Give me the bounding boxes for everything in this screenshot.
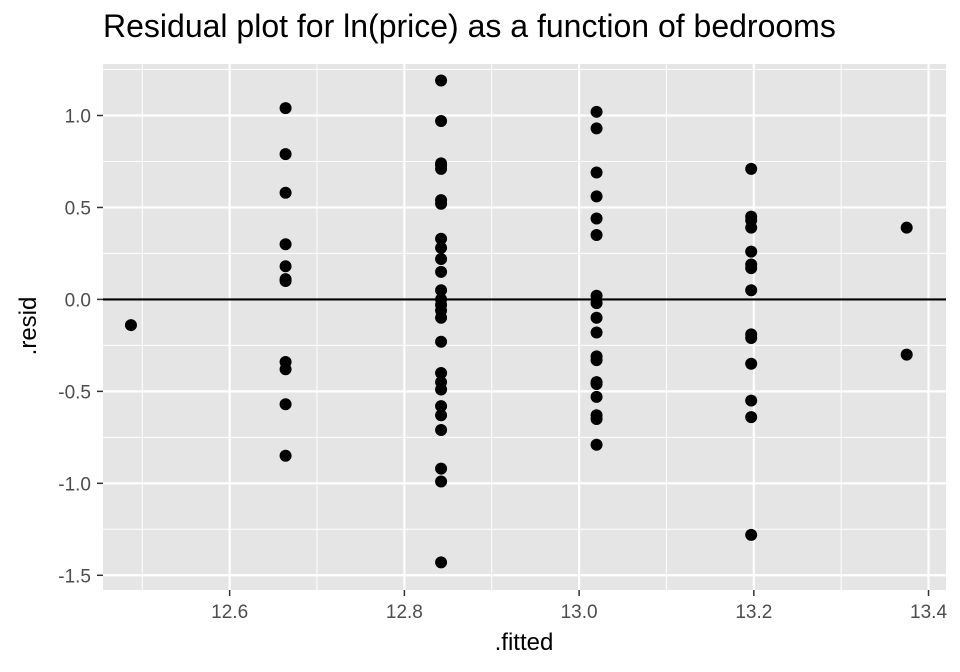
data-point <box>435 366 448 379</box>
data-point <box>590 390 603 403</box>
data-point <box>279 186 292 199</box>
data-point <box>435 556 448 569</box>
data-point <box>590 354 603 367</box>
chart-title: Residual plot for ln(price) as a functio… <box>103 8 836 44</box>
x-axis-title: .fitted <box>495 629 554 656</box>
data-point <box>435 115 448 128</box>
data-point <box>435 284 448 297</box>
y-tick-label: 0.5 <box>65 198 91 219</box>
data-point <box>590 326 603 339</box>
minor-gridlines <box>103 64 946 590</box>
data-point <box>590 297 603 310</box>
data-point <box>745 411 758 424</box>
data-point <box>435 409 448 422</box>
data-points <box>124 74 913 569</box>
y-tick-label: -1.0 <box>58 474 91 495</box>
data-point <box>745 245 758 258</box>
data-point <box>279 398 292 411</box>
data-point <box>590 311 603 324</box>
x-tick-label: 12.8 <box>386 602 423 623</box>
y-tick-label: 0.0 <box>65 290 91 311</box>
data-point <box>279 238 292 251</box>
data-point <box>435 400 448 413</box>
data-point <box>435 162 448 175</box>
y-tick-label: -0.5 <box>58 382 91 403</box>
data-point <box>279 449 292 462</box>
data-point <box>590 438 603 451</box>
x-axis-ticks: 12.6 12.8 13.0 13.2 13.4 <box>211 590 947 623</box>
data-point <box>745 357 758 370</box>
data-point <box>900 348 913 361</box>
y-tick-label: 1.0 <box>65 106 91 127</box>
data-point <box>435 462 448 475</box>
data-point <box>435 311 448 324</box>
data-point <box>279 260 292 273</box>
data-point <box>435 74 448 87</box>
data-point <box>279 363 292 376</box>
data-point <box>745 332 758 345</box>
data-point <box>745 162 758 175</box>
data-point <box>745 262 758 275</box>
data-point <box>590 122 603 135</box>
data-point <box>279 148 292 161</box>
data-point <box>435 265 448 278</box>
plot-panel <box>103 64 946 590</box>
data-point <box>590 190 603 203</box>
data-point <box>435 252 448 265</box>
data-point <box>435 383 448 396</box>
data-point <box>435 423 448 436</box>
data-point <box>590 166 603 179</box>
data-point <box>590 229 603 242</box>
x-tick-label: 13.4 <box>910 602 947 623</box>
data-point <box>745 284 758 297</box>
data-point <box>124 319 137 332</box>
data-point <box>590 105 603 118</box>
data-point <box>590 412 603 425</box>
x-tick-label: 13.0 <box>561 602 598 623</box>
data-point <box>745 528 758 541</box>
data-point <box>435 241 448 254</box>
data-point <box>590 378 603 391</box>
x-tick-label: 12.6 <box>211 602 248 623</box>
data-point <box>745 221 758 234</box>
y-axis-title: .resid <box>15 297 42 356</box>
y-tick-label: -1.5 <box>58 566 91 587</box>
y-axis-ticks: -1.5 -1.0 -0.5 0.0 0.5 1.0 <box>58 106 103 587</box>
data-point <box>435 197 448 210</box>
data-point <box>435 475 448 488</box>
x-tick-label: 13.2 <box>735 602 772 623</box>
data-point <box>900 221 913 234</box>
data-point <box>279 275 292 288</box>
data-point <box>590 212 603 225</box>
data-point <box>435 335 448 348</box>
data-point <box>745 394 758 407</box>
major-gridlines <box>103 64 946 590</box>
data-point <box>435 232 448 245</box>
data-point <box>279 102 292 115</box>
